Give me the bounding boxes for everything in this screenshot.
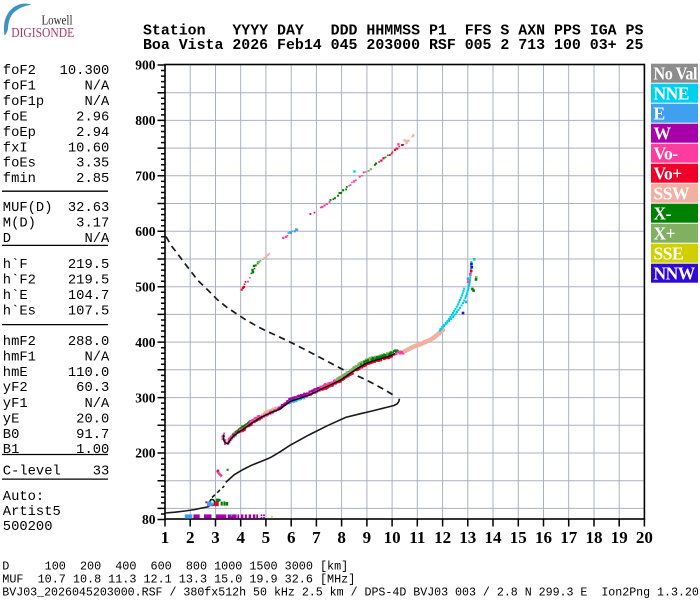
svg-text:219.5: 219.5 (68, 258, 109, 273)
svg-text:3.35: 3.35 (76, 157, 109, 172)
svg-text:foF2: foF2 (3, 63, 36, 79)
svg-text:h`E: h`E (3, 288, 28, 304)
svg-text:foEp: foEp (3, 125, 36, 141)
svg-text:Vo-: Vo- (654, 143, 679, 163)
svg-text:N/A: N/A (84, 94, 110, 110)
svg-text:D 100 200 400 600 800: D 100 200 400 600 800 1000 1500 3000 [km… (2, 559, 348, 573)
svg-text:400: 400 (135, 335, 156, 350)
svg-text:2.96: 2.96 (76, 110, 109, 125)
svg-text:yE: yE (3, 412, 20, 427)
svg-text:Boa Vista 2026 Feb14 045 20300: Boa Vista 2026 Feb14 045 203000 RSF 005 … (143, 38, 643, 54)
svg-text:E: E (654, 103, 665, 123)
svg-text:32.63: 32.63 (68, 201, 109, 216)
svg-text:4: 4 (236, 528, 245, 547)
svg-text:60.3: 60.3 (76, 381, 109, 396)
svg-text:19: 19 (611, 528, 628, 547)
svg-text:hmE: hmE (3, 365, 28, 381)
svg-text:M(D): M(D) (3, 216, 36, 232)
svg-text:20.0: 20.0 (76, 412, 109, 427)
svg-text:D: D (3, 232, 11, 247)
svg-text:13: 13 (459, 528, 476, 547)
svg-text:W: W (654, 123, 672, 143)
svg-text:NNE: NNE (654, 83, 689, 103)
svg-text:18: 18 (586, 528, 603, 547)
svg-text:foEs: foEs (3, 156, 36, 172)
svg-text:yF1: yF1 (3, 397, 28, 412)
svg-text:7: 7 (312, 528, 321, 547)
svg-text:X-: X- (654, 203, 672, 223)
svg-text:N/A: N/A (84, 79, 110, 95)
svg-text:N/A: N/A (84, 231, 110, 247)
svg-text:2: 2 (186, 528, 195, 547)
svg-text:h`F2: h`F2 (3, 273, 36, 289)
svg-text:500200: 500200 (3, 520, 53, 535)
svg-text:300: 300 (135, 390, 156, 405)
svg-text:5: 5 (262, 528, 271, 547)
svg-text:11: 11 (409, 528, 425, 547)
svg-text:3.17: 3.17 (76, 217, 109, 232)
svg-text:hmF1: hmF1 (3, 350, 36, 366)
svg-text:91.7: 91.7 (76, 428, 109, 443)
svg-text:20: 20 (636, 528, 653, 547)
svg-text:600: 600 (135, 224, 156, 239)
svg-text:Vo+: Vo+ (654, 163, 683, 183)
svg-text:104.7: 104.7 (68, 289, 109, 304)
svg-text:80: 80 (142, 512, 156, 527)
svg-text:12: 12 (434, 528, 451, 547)
svg-text:219.5: 219.5 (68, 274, 109, 289)
svg-text:9: 9 (363, 528, 372, 547)
svg-text:1: 1 (161, 528, 170, 547)
svg-text:15: 15 (510, 528, 527, 547)
svg-text:10.300: 10.300 (60, 64, 110, 79)
svg-text:No Val: No Val (654, 63, 698, 83)
svg-text:Artist5: Artist5 (3, 504, 61, 520)
svg-text:hmF2: hmF2 (3, 334, 36, 350)
svg-text:1.00: 1.00 (76, 443, 109, 458)
svg-text:17: 17 (560, 528, 578, 547)
svg-text:B0: B0 (3, 428, 20, 443)
svg-text:SSE: SSE (654, 243, 684, 263)
svg-text:foF1: foF1 (3, 79, 36, 95)
svg-text:500: 500 (135, 279, 156, 294)
svg-text:900: 900 (135, 58, 156, 73)
svg-text:200: 200 (135, 446, 156, 461)
svg-text:33: 33 (93, 465, 110, 480)
svg-text:16: 16 (535, 528, 552, 547)
svg-text:foE: foE (3, 109, 28, 125)
svg-text:fmin: fmin (3, 171, 36, 187)
svg-text:C-level: C-level (3, 464, 61, 480)
svg-text:yF2: yF2 (3, 381, 28, 396)
svg-text:BVJ03_2026045203000.RSF / 380f: BVJ03_2026045203000.RSF / 380fx512h 50 k… (2, 587, 699, 600)
svg-text:3: 3 (211, 528, 220, 547)
svg-text:h`F: h`F (3, 257, 28, 273)
svg-text:MUF(D): MUF(D) (3, 200, 53, 216)
svg-text:14: 14 (485, 528, 503, 547)
svg-text:10: 10 (384, 528, 401, 547)
svg-text:800: 800 (135, 113, 156, 128)
svg-text:110.0: 110.0 (68, 366, 109, 381)
svg-text:N/A: N/A (84, 350, 110, 366)
svg-text:B1: B1 (3, 443, 20, 458)
svg-text:8: 8 (337, 528, 346, 547)
svg-text:NNW: NNW (654, 263, 696, 283)
svg-text:MUF 10.7 10.8 11.3 12.1 13.3: MUF 10.7 10.8 11.3 12.1 13.3 15.0 19.9 3… (2, 573, 355, 587)
svg-text:h`Es: h`Es (3, 304, 36, 320)
svg-text:Auto:: Auto: (3, 490, 44, 505)
svg-text:2.85: 2.85 (76, 172, 109, 187)
svg-text:SSW: SSW (654, 183, 690, 203)
svg-text:X+: X+ (654, 223, 676, 243)
svg-text:DIGISONDE: DIGISONDE (11, 25, 74, 40)
svg-text:fxI: fxI (3, 140, 28, 156)
svg-text:Lowell: Lowell (42, 13, 73, 28)
svg-text:2.94: 2.94 (76, 126, 109, 141)
svg-text:foF1p: foF1p (3, 94, 44, 110)
svg-text:10.60: 10.60 (68, 141, 109, 156)
svg-text:6: 6 (287, 528, 296, 547)
svg-text:700: 700 (135, 169, 156, 184)
svg-text:288.0: 288.0 (68, 335, 109, 350)
svg-text:N/A: N/A (84, 396, 110, 412)
svg-text:107.5: 107.5 (68, 305, 109, 320)
svg-text:Station YYYY DAY DDD HHMMS: Station YYYY DAY DDD HHMMSS P1 FFS S AXN… (143, 23, 643, 39)
